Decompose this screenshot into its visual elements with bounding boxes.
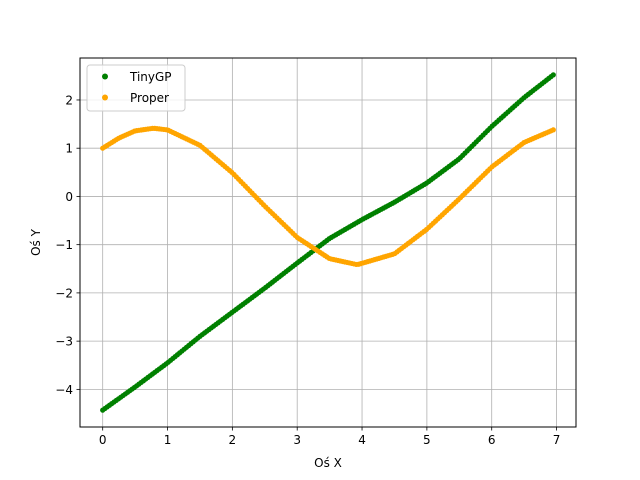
x-axis: 0 1 2 3 4 5 6 7 [99, 427, 560, 447]
series-proper [100, 125, 556, 268]
y-tick-label: 0 [65, 190, 73, 204]
y-tick-label: 2 [65, 93, 73, 107]
legend-box [86, 64, 186, 112]
y-tick-label: −1 [55, 238, 73, 252]
grid [80, 58, 576, 427]
x-tick-label: 2 [229, 433, 237, 447]
x-tick-label: 3 [293, 433, 301, 447]
data-point [550, 127, 556, 133]
plot-area [100, 72, 556, 413]
y-tick-label: −3 [55, 335, 73, 349]
x-tick-label: 4 [358, 433, 366, 447]
y-tick-label: −4 [55, 383, 73, 397]
legend-label-tinygp: TinyGP [129, 70, 172, 84]
legend-label-proper: Proper [130, 91, 169, 105]
series-tinygp [100, 72, 556, 413]
y-axis: −4 −3 −2 −1 0 1 2 [55, 93, 80, 397]
x-tick-label: 7 [553, 433, 561, 447]
x-axis-label: Oś X [314, 456, 342, 470]
legend: TinyGP Proper [86, 64, 186, 112]
x-tick-label: 1 [164, 433, 172, 447]
y-tick-label: 1 [65, 142, 73, 156]
x-tick-label: 5 [423, 433, 431, 447]
x-tick-label: 0 [99, 433, 107, 447]
y-tick-label: −2 [55, 286, 73, 300]
data-point [550, 72, 556, 78]
y-axis-label: Oś Y [29, 228, 43, 256]
x-tick-label: 6 [488, 433, 496, 447]
legend-marker-tinygp [102, 73, 108, 80]
axes-frame [79, 57, 577, 428]
legend-marker-proper [102, 94, 108, 101]
